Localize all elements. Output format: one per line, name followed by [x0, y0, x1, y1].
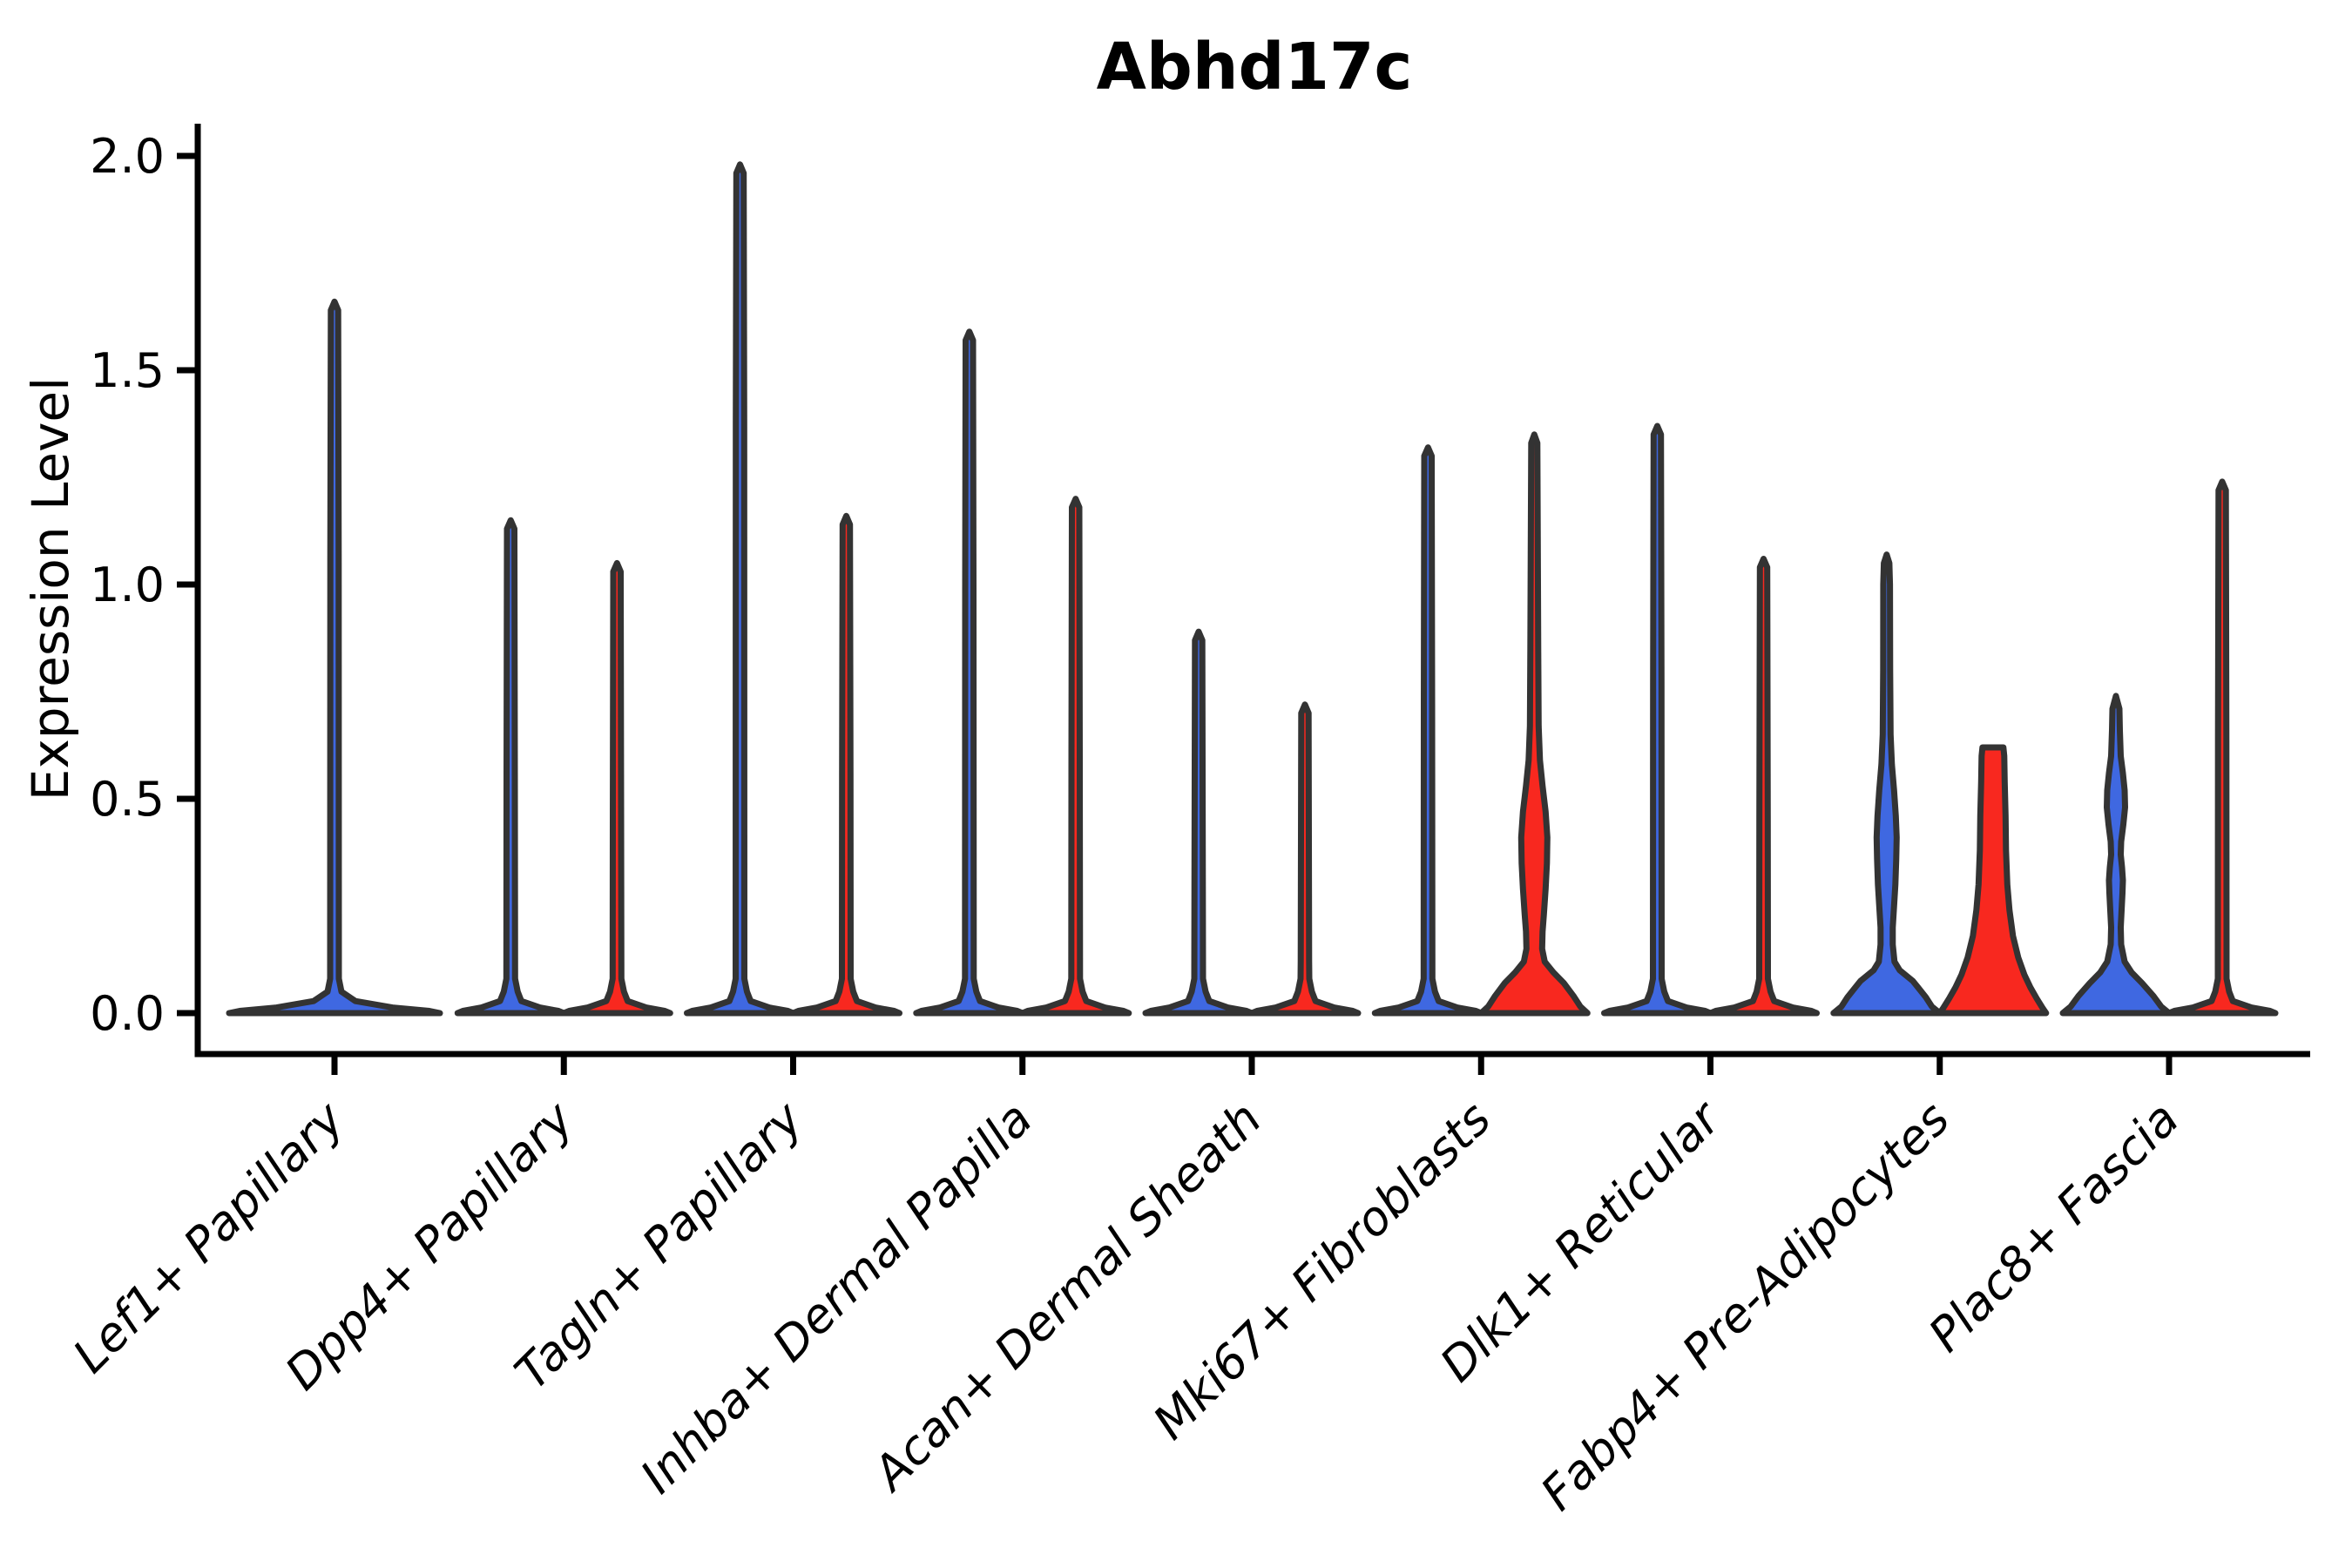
- violin-inhba-dermal-papilla-left: [913, 328, 1026, 1017]
- violin-acan-dermal-sheath-right: [1248, 701, 1362, 1017]
- violin-mki67-fibroblasts-right: [1477, 431, 1591, 1017]
- y-axis-label: Expression Level: [21, 377, 80, 801]
- violin-dpp4-papillary-left: [454, 517, 567, 1017]
- violin-mki67-fibroblasts-left: [1371, 444, 1484, 1017]
- y-tick-label-0.5: 0.5: [90, 772, 165, 827]
- violin-dlk1-reticular-left: [1601, 422, 1713, 1017]
- violin-plac8-fascia-right: [2166, 478, 2279, 1017]
- violin-plac8-fascia-left: [2059, 693, 2173, 1017]
- y-tick-label-2.0: 2.0: [90, 129, 165, 184]
- violin-dlk1-reticular-right: [1707, 556, 1820, 1017]
- y-tick-label-0.0: 0.0: [90, 986, 165, 1041]
- violin-fabp4-pre-adipocytes-right: [1936, 744, 2050, 1017]
- violin-tagln-papillary-right: [790, 512, 902, 1017]
- x-tick-label-fabp4-pre-adipocytes: Fabp4+ Pre-Adipocytes: [1531, 1092, 1960, 1521]
- y-tick-label-1.0: 1.0: [90, 558, 165, 612]
- violin-tagln-papillary-left: [684, 161, 796, 1017]
- violin-inhba-dermal-papilla-right: [1019, 496, 1132, 1017]
- y-tick-label-1.5: 1.5: [90, 343, 165, 398]
- chart-title: Abhd17c: [1097, 30, 1413, 105]
- x-tick-label-inhba-dermal-papilla: Inhba+ Dermal Papilla: [630, 1092, 1043, 1504]
- violin-lef1-papillary-center: [226, 298, 443, 1017]
- x-tick-label-plac8-fascia: Plac8+ Fascia: [1918, 1092, 2189, 1362]
- violin-dpp4-papillary-right: [560, 559, 673, 1017]
- violin-fabp4-pre-adipocytes-left: [1830, 551, 1943, 1017]
- x-tick-label-acan-dermal-sheath: Acan+ Dermal Sheath: [861, 1092, 1272, 1503]
- violins-layer: [226, 161, 2279, 1017]
- violin-acan-dermal-sheath-left: [1142, 628, 1255, 1017]
